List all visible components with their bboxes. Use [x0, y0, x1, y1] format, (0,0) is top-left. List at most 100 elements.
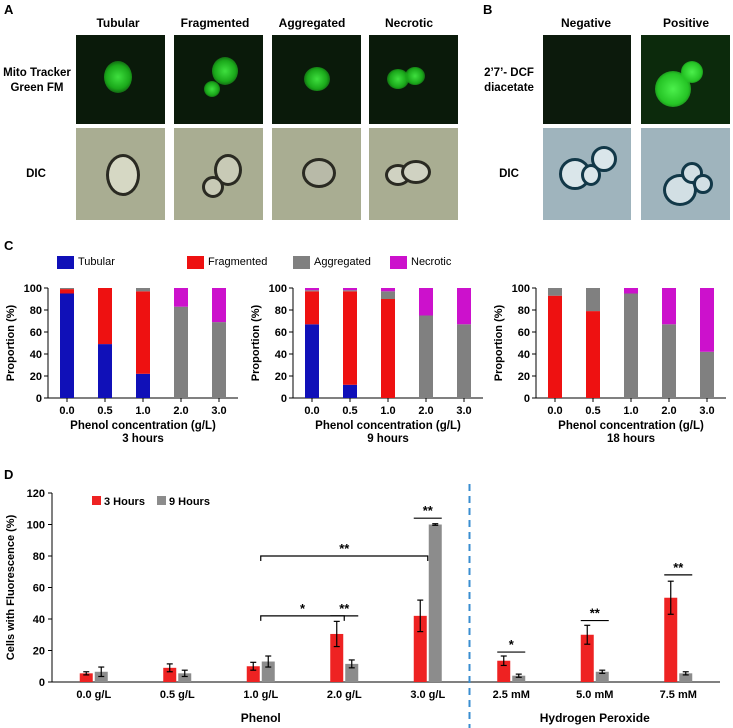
- bar-9-hours: [261, 661, 275, 682]
- bar-aggregated: [586, 288, 600, 312]
- x-tick-label: 3.0: [699, 405, 714, 417]
- micrograph-positive-fluor: [641, 35, 730, 124]
- bar-9-hours: [679, 673, 693, 682]
- y-tick-label: 40: [275, 349, 287, 361]
- legend-c-necrotic-swatch: [390, 256, 407, 269]
- x-axis-label: Phenol concentration (g/L): [70, 420, 216, 432]
- x-tick-label: 7.5 mM: [660, 689, 697, 701]
- bar-9-hours: [178, 673, 192, 682]
- legend-d-3h-swatch: [92, 496, 101, 505]
- x-tick-label: 0.0 g/L: [76, 689, 111, 701]
- bar-necrotic: [174, 288, 188, 307]
- micrograph-negative-fluor: [543, 35, 631, 124]
- bar-tubular: [343, 384, 357, 398]
- significance-label: **: [339, 541, 350, 556]
- y-tick-label: 100: [269, 283, 287, 295]
- chart-subtitle: 3 hours: [122, 433, 164, 445]
- micrograph-tubular-dic: [76, 128, 165, 220]
- y-tick-label: 120: [27, 488, 45, 500]
- x-tick-label: 3.0: [211, 405, 226, 417]
- bar-9-hours: [345, 663, 359, 682]
- col-label-fragmented: Fragmented: [180, 16, 250, 30]
- significance-label: *: [300, 601, 306, 616]
- bar-aggregated: [624, 293, 638, 398]
- bar-necrotic: [700, 288, 714, 352]
- col-label-necrotic: Necrotic: [384, 16, 434, 30]
- bar-fragmented: [98, 288, 112, 345]
- bar-aggregated: [700, 351, 714, 398]
- legend-c-tubular-swatch: [57, 256, 74, 269]
- x-tick-label: 2.0: [661, 405, 676, 417]
- chart-c-18-hours: 0 20 40 60 80 100 Proportion (%) 0.0 0.5 1.0 2.0 3.…: [493, 283, 726, 445]
- x-axis-label: Phenol concentration (g/L): [558, 420, 704, 432]
- micrograph-necrotic-fluor: [369, 35, 458, 124]
- bar-fragmented: [586, 311, 600, 398]
- chart-subtitle: 9 hours: [367, 433, 409, 445]
- significance-label: **: [339, 601, 350, 616]
- x-tick-label: 3.0: [456, 405, 471, 417]
- micrograph-positive-dic: [641, 128, 730, 220]
- x-tick-label: 2.5 mM: [493, 689, 530, 701]
- bar-3-hours: [497, 660, 511, 682]
- col-label-positive: Positive: [662, 16, 710, 30]
- y-tick-label: 80: [275, 305, 287, 317]
- significance-label: *: [509, 637, 515, 652]
- y-tick-label: 40: [33, 614, 45, 626]
- x-tick-label: 2.0 g/L: [327, 689, 362, 701]
- bar-fragmented: [548, 295, 562, 398]
- x-axis-label: Phenol concentration (g/L): [315, 420, 461, 432]
- x-tick-label: 0.5: [97, 405, 112, 417]
- legend-c-aggregated-swatch: [293, 256, 310, 269]
- bar-necrotic: [419, 288, 433, 316]
- col-label-negative: Negative: [560, 16, 612, 30]
- bar-3-hours: [580, 634, 594, 682]
- bar-fragmented: [381, 299, 395, 398]
- x-tick-label: 0.5: [342, 405, 357, 417]
- y-tick-label: 40: [30, 349, 42, 361]
- y-axis-label: Proportion (%): [250, 304, 262, 381]
- row-label-dcf: 2’7’- DCF diacetate: [484, 67, 534, 94]
- y-axis-label: Proportion (%): [5, 304, 17, 381]
- y-tick-label: 80: [518, 305, 530, 317]
- bar-9-hours: [595, 671, 609, 682]
- legend-d-3h-label: 3 Hours: [104, 496, 145, 508]
- x-tick-label: 3.0 g/L: [410, 689, 445, 701]
- x-tick-label: 0.0: [547, 405, 562, 417]
- y-tick-label: 20: [30, 371, 42, 383]
- y-tick-label: 80: [30, 305, 42, 317]
- x-tick-label: 2.0: [173, 405, 188, 417]
- bar-tubular: [305, 324, 319, 398]
- y-tick-label: 60: [275, 327, 287, 339]
- y-tick-label: 60: [30, 327, 42, 339]
- x-tick-label: 1.0: [623, 405, 638, 417]
- legend-c-necrotic-label: Necrotic: [411, 256, 452, 268]
- y-tick-label: 0: [36, 393, 42, 405]
- bar-aggregated: [662, 324, 676, 398]
- bar-fragmented: [136, 291, 150, 374]
- significance-label: **: [673, 560, 684, 575]
- y-tick-label: 100: [512, 283, 530, 295]
- bar-necrotic: [212, 288, 226, 323]
- legend-c-fragmented-label: Fragmented: [208, 256, 268, 268]
- bar-3-hours: [246, 666, 260, 682]
- group-label-phenol: Phenol: [241, 711, 281, 725]
- bar-aggregated: [136, 288, 150, 292]
- y-tick-label: 100: [24, 283, 42, 295]
- y-tick-label: 0: [281, 393, 287, 405]
- bar-tubular: [136, 373, 150, 398]
- bar-3-hours: [330, 633, 344, 682]
- bar-aggregated: [305, 290, 319, 292]
- group-label-hydrogen-peroxide: Hydrogen Peroxide: [540, 711, 650, 725]
- significance-bracket: [260, 555, 429, 561]
- bar-3-hours: [413, 615, 427, 682]
- x-tick-label: 0.0: [304, 405, 319, 417]
- bar-necrotic: [343, 288, 357, 291]
- bar-tubular: [60, 293, 74, 398]
- row-label-dic-b: DIC: [499, 168, 519, 180]
- y-tick-label: 20: [518, 371, 530, 383]
- legend-d-9h-label: 9 Hours: [169, 496, 210, 508]
- significance-label: **: [590, 606, 601, 621]
- y-tick-label: 60: [518, 327, 530, 339]
- bar-aggregated: [457, 324, 471, 398]
- bar-fragmented: [60, 289, 74, 294]
